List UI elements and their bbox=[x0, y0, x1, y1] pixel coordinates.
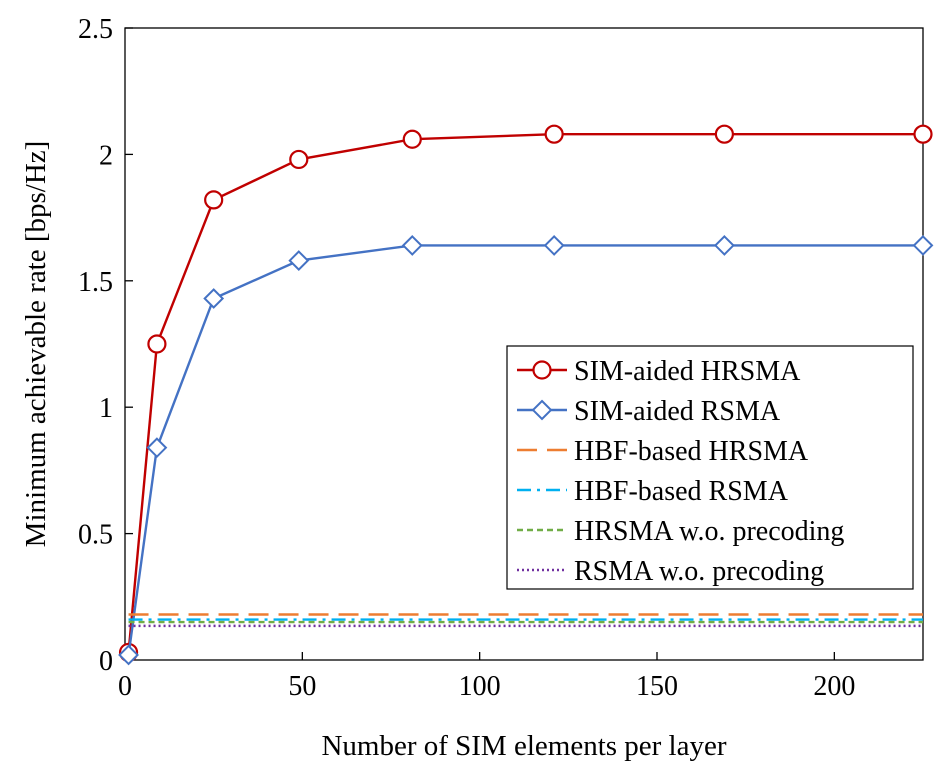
data-point bbox=[401, 234, 423, 256]
legend-label: RSMA w.o. precoding bbox=[574, 556, 824, 587]
legend-label: HRSMA w.o. precoding bbox=[574, 516, 844, 547]
axis-ticks: 0 50 100 150 200 0 0.5 1 1.5 2 2.5 bbox=[78, 14, 855, 702]
data-point bbox=[203, 288, 225, 309]
y-tick-label: 0.5 bbox=[78, 520, 113, 551]
legend: SIM-aided HRSMA SIM-aided RSMA HBF-based H… bbox=[506, 345, 914, 590]
data-point bbox=[204, 190, 224, 210]
y-tick-label: 0 bbox=[99, 646, 113, 677]
legend-label: SIM-aided RSMA bbox=[574, 396, 781, 427]
series-line bbox=[127, 132, 923, 653]
y-tick-label: 1 bbox=[99, 393, 113, 424]
legend-marker bbox=[531, 399, 553, 421]
data-point bbox=[544, 124, 564, 144]
y-axis-title: Minimum achievable rate [bps/Hz] bbox=[20, 141, 52, 548]
series-layer bbox=[118, 124, 934, 666]
data-point bbox=[289, 149, 309, 170]
y-tick-label: 2 bbox=[99, 140, 113, 171]
legend-label: SIM-aided HRSMA bbox=[574, 356, 801, 387]
legend-label: HBF-based HRSMA bbox=[574, 436, 809, 467]
legend-entry: HBF-based RSMA bbox=[517, 476, 789, 507]
data-point bbox=[288, 250, 310, 271]
data-point bbox=[146, 437, 168, 459]
data-point bbox=[402, 129, 422, 149]
data-point bbox=[913, 124, 933, 144]
data-point bbox=[912, 234, 934, 256]
x-tick-label: 0 bbox=[118, 671, 132, 702]
data-point bbox=[714, 124, 734, 144]
series-line bbox=[127, 244, 923, 656]
legend-marker bbox=[532, 360, 552, 380]
data-point bbox=[147, 334, 167, 354]
data-point bbox=[543, 234, 565, 256]
legend-label: HBF-based RSMA bbox=[574, 476, 789, 507]
legend-entry: SIM-aided RSMA bbox=[517, 396, 781, 427]
data-point bbox=[118, 644, 139, 666]
legend-box bbox=[506, 345, 914, 590]
x-tick-label: 150 bbox=[636, 671, 678, 702]
x-tick-label: 200 bbox=[813, 671, 855, 702]
series-1 bbox=[118, 234, 934, 666]
legend-entry: HRSMA w.o. precoding bbox=[517, 516, 844, 547]
y-tick-label: 2.5 bbox=[78, 14, 113, 45]
legend-entry: HBF-based HRSMA bbox=[517, 436, 809, 467]
data-point bbox=[713, 234, 735, 256]
x-tick-label: 50 bbox=[288, 671, 316, 702]
legend-entry: RSMA w.o. precoding bbox=[517, 556, 824, 587]
legend-entry: SIM-aided HRSMA bbox=[517, 356, 801, 387]
x-tick-label: 100 bbox=[459, 671, 501, 702]
x-axis-title: Number of SIM elements per layer bbox=[321, 730, 726, 762]
y-tick-label: 1.5 bbox=[78, 267, 113, 298]
